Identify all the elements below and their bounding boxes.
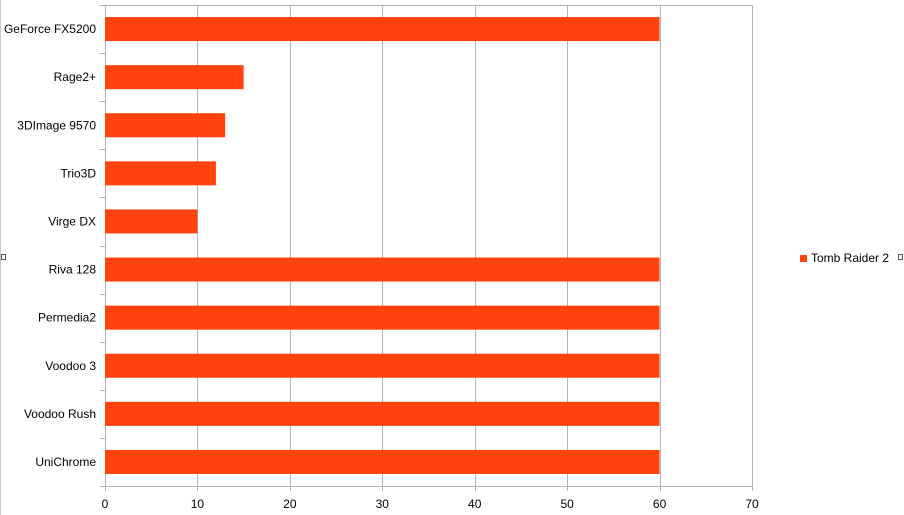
category-label: Voodoo Rush [24, 407, 96, 421]
x-tick-label: 0 [102, 497, 109, 511]
category-label: Riva 128 [49, 263, 97, 277]
bar-virge-dx[interactable] [105, 209, 198, 234]
x-tick-label: 70 [745, 497, 759, 511]
selection-handle-left[interactable] [1, 254, 6, 260]
x-tick-label: 30 [376, 497, 390, 511]
selection-handle-right[interactable] [898, 254, 903, 260]
x-tick-label: 50 [560, 497, 574, 511]
bar-3dimage-9570[interactable] [105, 113, 226, 138]
legend: Tomb Raider 2 [800, 250, 889, 266]
x-tick-label: 40 [468, 497, 482, 511]
legend-label: Tomb Raider 2 [811, 251, 890, 265]
category-label: Voodoo 3 [45, 359, 96, 373]
bar-geforce-fx5200[interactable] [105, 17, 660, 42]
category-label: 3DImage 9570 [17, 118, 96, 132]
category-label: Permedia2 [38, 311, 96, 325]
category-label: Rage2+ [54, 70, 96, 84]
bar-rage2-[interactable] [105, 65, 244, 90]
category-label: UniChrome [35, 455, 96, 469]
x-tick-label: 60 [653, 497, 667, 511]
chart-area-left-edge [0, 0, 1, 515]
category-label: Trio3D [60, 166, 96, 180]
bar-voodoo-3[interactable] [105, 353, 660, 378]
x-tick-label: 10 [191, 497, 205, 511]
bar-voodoo-rush[interactable] [105, 401, 660, 426]
bar-permedia2[interactable] [105, 305, 660, 330]
x-axis-ticks: 0 10 20 30 40 50 60 70 [102, 486, 759, 511]
bars [105, 17, 660, 474]
legend-swatch [800, 254, 807, 262]
bar-unichrome[interactable] [105, 449, 660, 474]
category-label: GeForce FX5200 [4, 22, 96, 36]
category-label: Virge DX [48, 214, 96, 228]
bar-riva-128[interactable] [105, 257, 660, 282]
category-labels: GeForce FX5200 Rage2+ 3DImage 9570 Trio3D Vi… [4, 22, 96, 469]
x-tick-label: 20 [283, 497, 297, 511]
bar-trio3d[interactable] [105, 161, 216, 186]
